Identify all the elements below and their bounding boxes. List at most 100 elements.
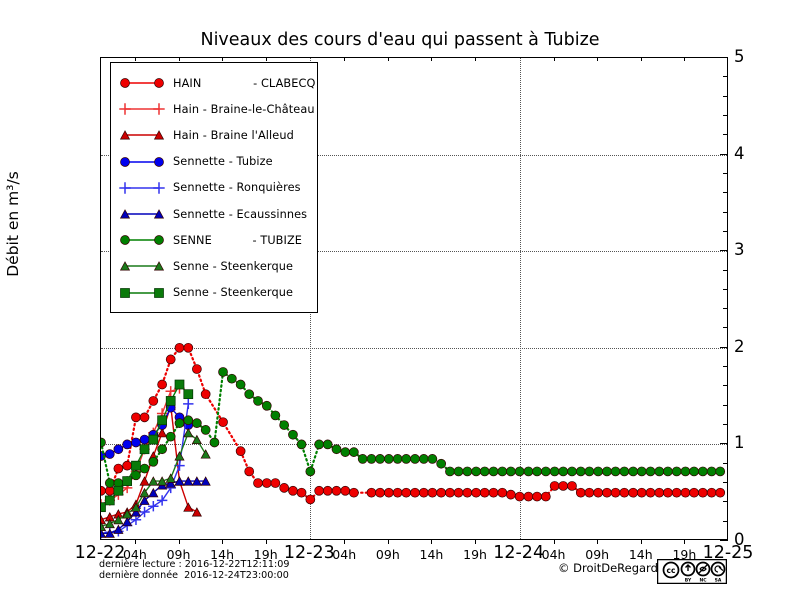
x-tick-label-minor: 14h (210, 547, 235, 562)
data-point-marker (165, 431, 176, 442)
x-tick-mark-minor (431, 540, 433, 544)
legend-item-label: HAIN - CLABECQ (173, 76, 316, 90)
data-point-marker (340, 485, 351, 496)
x-tick-label-major: 12-25 (702, 543, 754, 563)
data-point-marker (183, 389, 194, 400)
data-point-marker (532, 491, 542, 502)
data-point-marker (148, 487, 159, 498)
legend-item-6[interactable]: SENNE - TUBIZE (111, 227, 317, 253)
y-tick-mark-minor (723, 288, 728, 290)
legend-marker-plus-icon (119, 182, 165, 194)
legend-item-5[interactable]: Sennette - Ecaussinnes (111, 201, 317, 227)
data-point-marker (663, 466, 673, 477)
svg-text:NC: NC (699, 578, 707, 584)
chart-title: Niveaux des cours d'eau qui passent à Tu… (200, 30, 600, 50)
legend-item-7[interactable]: Senne - Steenkerque (111, 253, 317, 279)
legend-item-0[interactable]: HAIN - CLABECQ (111, 70, 317, 96)
data-point-marker (139, 434, 150, 445)
data-point-marker (279, 483, 290, 493)
data-point-marker (567, 466, 577, 477)
data-point-marker (654, 466, 665, 477)
data-point-marker (192, 364, 202, 374)
data-point-marker (101, 514, 107, 525)
legend-marker-triangle-icon (119, 261, 165, 271)
x-tick-mark-minor-top (475, 57, 477, 61)
data-point-marker (462, 487, 473, 498)
x-tick-label-minor: 04h (122, 547, 147, 562)
data-point-marker (154, 78, 164, 88)
x-tick-mark-minor (597, 540, 599, 544)
x-tick-mark-minor (475, 540, 477, 544)
y-tick-label: 3 (734, 239, 745, 259)
data-point-marker (436, 487, 447, 498)
data-point-marker (279, 420, 290, 430)
x-tick-label-major: 12-24 (493, 543, 545, 563)
data-point-marker (549, 466, 560, 477)
x-tick-label-minor: 09h (585, 547, 610, 562)
data-point-marker (148, 456, 159, 467)
legend-item-8[interactable]: Senne - Steenkerque (111, 280, 317, 306)
legend-item-3[interactable]: Sennette - Tubize (111, 149, 317, 175)
legend-marker-triangle-icon (119, 130, 165, 140)
data-point-marker (148, 434, 159, 445)
data-point-marker (154, 235, 164, 246)
data-point-marker (471, 487, 481, 498)
data-point-marker (261, 400, 272, 411)
y-tick-mark-minor (723, 520, 728, 522)
x-tick-label-minor: 09h (375, 547, 400, 562)
data-point-marker (410, 454, 420, 464)
data-point-marker (479, 487, 490, 498)
data-point-marker (418, 487, 429, 498)
x-tick-mark-minor-top (684, 57, 686, 61)
series-0 (101, 342, 726, 505)
y-tick-mark-minor (723, 230, 728, 232)
data-point-marker (119, 130, 131, 140)
y-tick-mark (720, 443, 728, 445)
legend-item-1[interactable]: Hain - Braine-le-Château (111, 96, 317, 122)
y-tick-mark (720, 250, 728, 252)
legend-item-2[interactable]: Hain - Braine l'Alleud (111, 122, 317, 148)
data-point-marker (200, 389, 211, 400)
data-point-marker (322, 485, 333, 496)
data-point-marker (139, 476, 150, 486)
legend-marker-triangle-icon (119, 209, 165, 219)
data-point-marker (218, 417, 228, 428)
legend-item-label: SENNE - TUBIZE (173, 233, 303, 247)
data-point-marker (418, 454, 429, 464)
series-line (101, 369, 722, 485)
x-tick-label-major: 12-23 (283, 543, 335, 563)
data-point-marker (375, 454, 385, 464)
data-point-marker (349, 487, 359, 498)
data-point-marker (235, 379, 246, 390)
cc-by-nc-sa-badge[interactable]: cc BY NC SA (657, 559, 727, 584)
data-point-marker (218, 367, 228, 377)
data-point-marker (253, 478, 263, 488)
x-tick-mark-minor (178, 540, 180, 544)
data-point-marker (636, 487, 647, 498)
series-6 (101, 367, 726, 488)
data-point-marker (715, 487, 726, 498)
data-point-marker (148, 476, 159, 486)
data-point-marker (200, 449, 211, 459)
data-point-marker (532, 466, 542, 477)
data-point-marker (113, 463, 124, 474)
data-point-marker (654, 487, 665, 498)
data-point-marker (558, 481, 569, 491)
x-tick-mark-minor-top (344, 57, 346, 61)
data-point-marker (148, 501, 159, 512)
x-tick-mark-minor-top (597, 57, 599, 61)
svg-text:SA: SA (715, 578, 722, 584)
data-point-marker (445, 466, 455, 477)
data-point-marker (157, 476, 168, 486)
data-point-marker (645, 466, 656, 477)
svg-text:cc: cc (667, 566, 676, 575)
data-point-marker (235, 446, 246, 457)
data-point-marker (383, 454, 394, 464)
series-5 (101, 476, 211, 538)
data-point-marker (139, 487, 150, 498)
y-tick-label: 5 (734, 46, 745, 66)
data-point-marker (549, 481, 560, 491)
data-point-marker (153, 209, 165, 219)
legend-item-4[interactable]: Sennette - Ronquières (111, 175, 317, 201)
data-point-marker (401, 487, 412, 498)
